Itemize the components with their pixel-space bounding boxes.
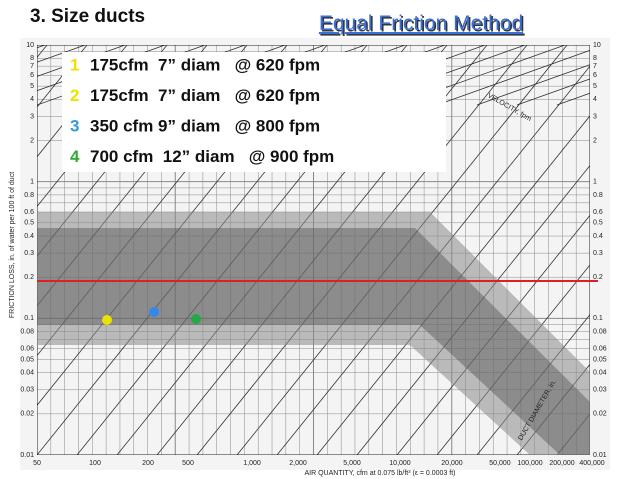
y-tick-label-right: 8 (593, 55, 597, 62)
y-tick-label: 0.08 (20, 328, 34, 335)
y-tick-label-right: 0.02 (593, 411, 607, 418)
y-tick-label: 7 (30, 63, 34, 70)
y-tick-label-right: 3 (593, 113, 597, 120)
y-tick-label-right: 5 (593, 83, 597, 90)
y-tick-label-right: 10 (593, 42, 601, 49)
y-tick-label: 0.2 (24, 274, 34, 281)
y-tick-label: 10 (26, 42, 34, 49)
y-tick-label: 0.1 (24, 315, 34, 322)
item-number: 1 (70, 55, 79, 74)
x-tick-label: 200,000 (549, 460, 574, 467)
y-tick-label: 0.05 (20, 356, 34, 363)
x-tick-label: 100 (89, 460, 101, 467)
point-1 (102, 315, 112, 325)
item-list: 1 175cfm 7” diam @ 620 fpm 2 175cfm 7” diam… (70, 55, 334, 166)
item-text: 175cfm 7” diam @ 620 fpm (90, 86, 320, 105)
y-tick-label: 0.02 (20, 411, 34, 418)
y-tick-label: 0.4 (24, 233, 34, 240)
y-tick-label: 0.01 (20, 452, 34, 459)
velocity-line (516, 78, 590, 106)
y-tick-label: 2 (30, 137, 34, 144)
y-tick-label-right: 0.5 (593, 220, 603, 227)
diameter-line (396, 214, 590, 455)
y-tick-label: 3 (30, 113, 34, 120)
x-tick-label: 2,000 (289, 460, 307, 467)
x-tick-label: 50,000 (489, 460, 511, 467)
x-tick-label: 1,000 (243, 460, 261, 467)
diameter-line (0, 45, 7, 455)
y-tick-label: 6 (30, 72, 34, 79)
x-tick-label: 10,000 (389, 460, 411, 467)
y-tick-label: 0.3 (24, 250, 34, 257)
item-text: 350 cfm 9” diam @ 800 fpm (90, 116, 320, 135)
y-tick-label-right: 0.08 (593, 328, 607, 335)
diameter-line (356, 164, 590, 455)
x-tick-label: 50 (33, 460, 41, 467)
x-tick-label: 100,000 (517, 460, 542, 467)
x-tick-label: 400,000 (579, 460, 604, 467)
legend-box (62, 52, 446, 172)
y-tick-label: 0.8 (24, 192, 34, 199)
x-tick-label: 500 (182, 460, 194, 467)
item-text: 175cfm 7” diam @ 620 fpm (90, 55, 320, 74)
y-tick-label: 5 (30, 83, 34, 90)
y-tick-label-right: 7 (593, 63, 597, 70)
subtitle-shadow: Equal Friction Method (320, 14, 524, 37)
y-tick-label-right: 0.01 (593, 452, 607, 459)
y-tick-label-right: 0.3 (593, 250, 603, 257)
item-text: 700 cfm 12” diam @ 900 fpm (90, 147, 334, 166)
y-tick-label-right: 0.03 (593, 387, 607, 394)
x-tick-label: 200 (142, 460, 154, 467)
y-tick-label-right: 0.06 (593, 345, 607, 352)
item-number: 4 (70, 147, 80, 166)
y-tick-label: 1 (30, 179, 34, 186)
subtitle: Equal Friction Method (319, 12, 523, 35)
diameter-line (316, 115, 590, 455)
y-tick-label: 0.03 (20, 387, 34, 394)
y-tick-label: 0.6 (24, 209, 34, 216)
y-tick-label: 0.5 (24, 220, 34, 227)
y-tick-label: 4 (30, 96, 34, 103)
y-tick-label: 0.04 (20, 370, 34, 377)
y-tick-label: 0.06 (20, 345, 34, 352)
y-tick-label-right: 0.8 (593, 192, 603, 199)
y-tick-label-right: 6 (593, 72, 597, 79)
y-tick-label-right: 0.05 (593, 356, 607, 363)
y-tick-label-right: 0.1 (593, 315, 603, 322)
velocity-line (0, 0, 17, 105)
y-tick-label-right: 0.2 (593, 274, 603, 281)
item-number: 2 (70, 86, 79, 105)
y-tick-label-right: 2 (593, 137, 597, 144)
item-number: 3 (70, 116, 79, 135)
point-4 (191, 314, 201, 324)
gray-band (37, 212, 590, 455)
x-axis-title: AIR QUANTITY, cfm at 0.075 lb/ft³ (ε = 0… (304, 470, 455, 477)
y-tick-label-right: 4 (593, 96, 597, 103)
y-tick-label: 8 (30, 55, 34, 62)
velocity-line (436, 49, 590, 106)
point-3 (149, 307, 159, 317)
velocity-line (476, 64, 590, 106)
velocity-line (396, 45, 567, 106)
y-tick-label-right: 1 (593, 179, 597, 186)
y-tick-label-right: 0.6 (593, 209, 603, 216)
y-tick-label-right: 0.04 (593, 370, 607, 377)
dark-band (37, 228, 590, 455)
slide-title: 3. Size ducts (30, 6, 145, 27)
x-tick-label: 5,000 (343, 460, 361, 467)
x-tick-label: 20,000 (441, 460, 463, 467)
y-tick-label-right: 0.4 (593, 233, 603, 240)
y-axis-title: FRICTION LOSS, in. of water per 100 ft o… (9, 172, 16, 318)
